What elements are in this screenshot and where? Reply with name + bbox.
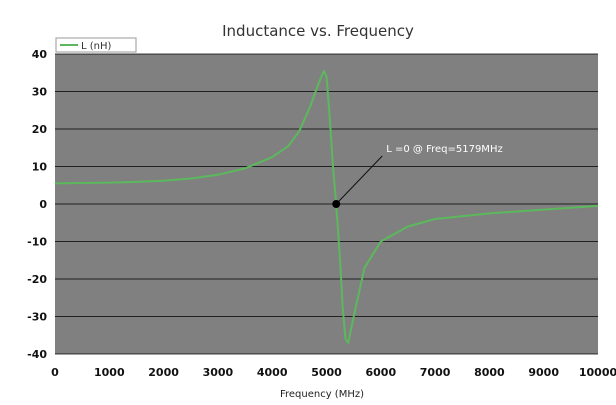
y-tick-label: 40 <box>32 48 48 61</box>
x-tick-label: 6000 <box>365 366 396 379</box>
y-tick-label: -40 <box>27 348 47 361</box>
chart-title: Inductance vs. Frequency <box>222 22 414 40</box>
legend: L (nH) <box>55 37 137 53</box>
annotation-leader-line <box>335 155 383 205</box>
x-tick-label: 7000 <box>420 366 451 379</box>
x-tick-label: 10000 <box>579 366 616 379</box>
x-tick-label: 4000 <box>257 366 288 379</box>
x-tick-label: 8000 <box>474 366 505 379</box>
y-tick-label: 20 <box>32 123 48 136</box>
x-tick-labels: 0 1000 2000 3000 4000 5000 6000 7000 8000 9000 100… <box>51 366 616 379</box>
y-tick-label: 0 <box>39 198 47 211</box>
zero-crossing-point <box>332 200 341 208</box>
legend-label: L (nH) <box>81 41 112 52</box>
x-tick-label: 0 <box>51 366 59 379</box>
annotation-layer: L =0 @ Freq=5179MHz <box>332 144 503 208</box>
x-tick-label: 3000 <box>203 366 234 379</box>
x-tick-label: 9000 <box>528 366 559 379</box>
grid-lines <box>55 53 598 355</box>
legend-box <box>55 37 137 53</box>
y-tick-label: -20 <box>27 273 47 286</box>
y-tick-labels: -40 -30 -20 -10 0 10 20 30 40 <box>27 48 47 361</box>
series-layer <box>54 69 599 344</box>
series-line-0 <box>54 69 599 344</box>
x-tick-label: 2000 <box>148 366 179 379</box>
y-tick-label: 10 <box>32 161 48 174</box>
y-tick-label: 30 <box>32 86 48 99</box>
y-tick-label: -30 <box>27 311 47 324</box>
x-axis-label: Frequency (MHz) <box>280 389 364 400</box>
x-tick-label: 5000 <box>311 366 342 379</box>
y-tick-label: -10 <box>27 236 47 249</box>
annotation-label: L =0 @ Freq=5179MHz <box>386 144 503 155</box>
x-tick-label: 1000 <box>94 366 125 379</box>
